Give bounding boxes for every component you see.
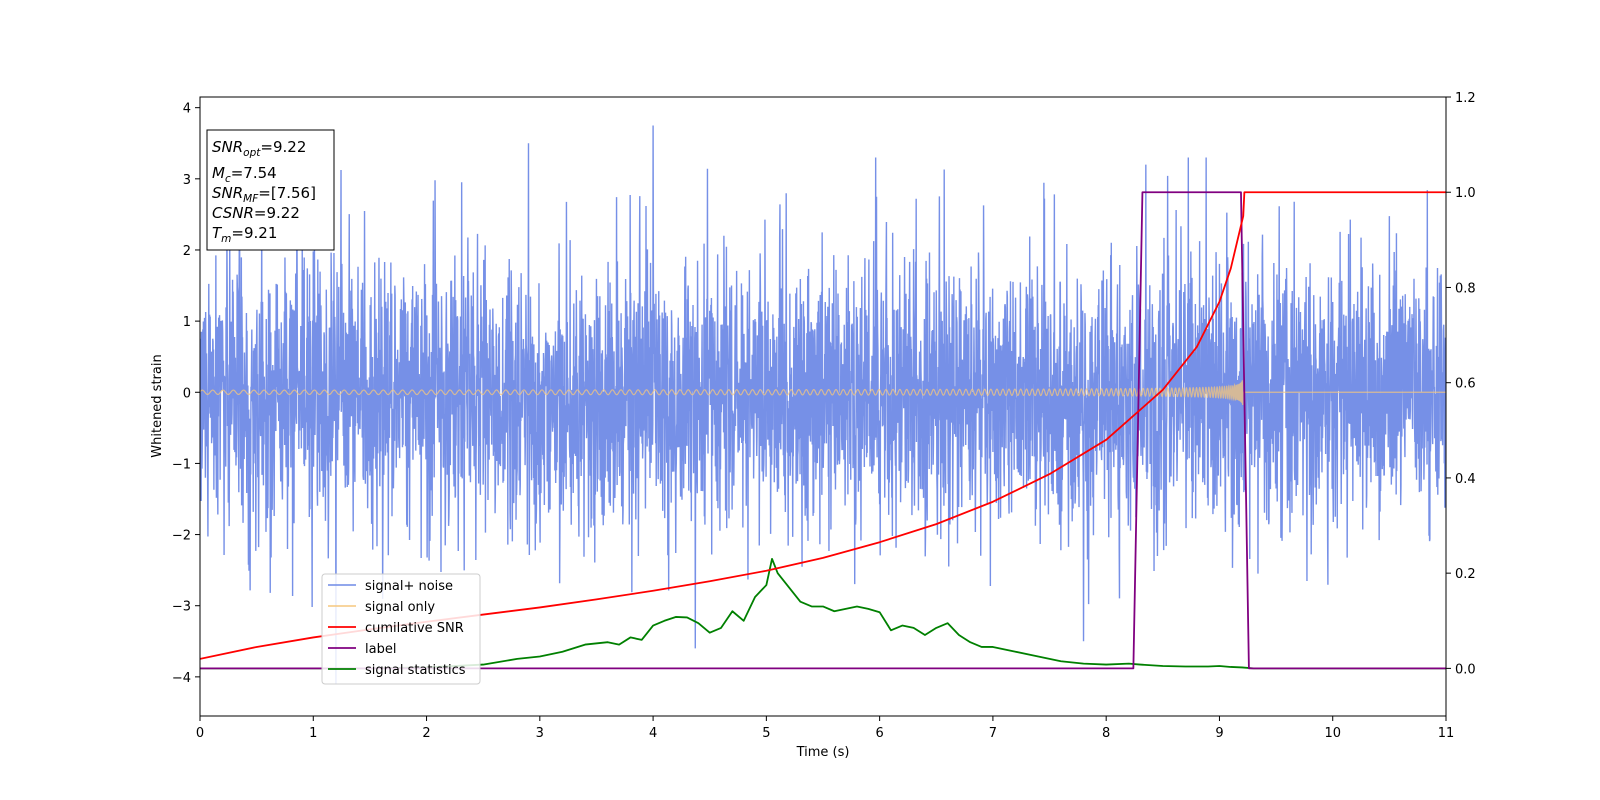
x-tick-label: 11	[1438, 726, 1455, 741]
y-left-tick-label: 1	[183, 315, 191, 330]
y-left-tick-label: 3	[183, 173, 191, 188]
plot-frame	[199, 96, 1447, 717]
legend-item-cumilative-snr: cumilative SNR	[328, 621, 464, 636]
y-axis-label: Whitened strain	[150, 354, 165, 457]
y-right-tick-label: 0.2	[1455, 567, 1476, 582]
legend: signal+ noise signal only cumilative SNR…	[321, 573, 481, 685]
legend-item-signal-only: signal only	[328, 600, 435, 615]
svg-text:signal+ noise: signal+ noise	[365, 579, 453, 594]
x-tick-label: 4	[649, 726, 657, 741]
x-tick-label: 8	[1102, 726, 1110, 741]
x-tick-label: 5	[762, 726, 770, 741]
series-layer	[200, 125, 1446, 684]
x-tick-label: 0	[196, 726, 204, 741]
legend-item-signal-statistics: signal statistics	[328, 663, 466, 678]
x-tick-label: 7	[989, 726, 997, 741]
y-right-tick-label: 0.8	[1455, 281, 1476, 296]
y-right-tick-label: 1.0	[1455, 186, 1476, 201]
x-tick-label: 2	[422, 726, 430, 741]
svg-text:cumilative SNR: cumilative SNR	[365, 621, 464, 636]
x-tick-label: 1	[309, 726, 317, 741]
series-label	[200, 191, 1446, 670]
info-csnr: CSNR=9.22	[212, 204, 300, 222]
y-left-tick-label: −3	[172, 600, 191, 615]
info-mc: Mc=7.54	[212, 164, 277, 185]
y-left-tick-label: −4	[172, 671, 191, 686]
y-right-tick-label: 0.4	[1455, 472, 1476, 487]
svg-text:label: label	[365, 642, 396, 657]
x-axis-label: Time (s)	[796, 745, 850, 760]
x-tick-label: 9	[1215, 726, 1223, 741]
info-box: SNRopt=9.22 Mc=7.54 SNRMF=[7.56] CSNR=9.…	[206, 129, 335, 251]
legend-item-signal-noise: signal+ noise	[328, 579, 453, 594]
svg-text:signal only: signal only	[365, 600, 435, 615]
y-left-tick-label: −1	[172, 457, 191, 472]
y-right-tick-label: 0.0	[1455, 662, 1476, 677]
y-right-tick-label: 0.6	[1455, 377, 1476, 392]
svg-text:signal statistics: signal statistics	[365, 663, 466, 678]
x-tick-label: 6	[875, 726, 883, 741]
info-tm: Tm=9.21	[212, 224, 277, 245]
y-left-tick-label: 2	[183, 244, 191, 259]
info-snr-opt: SNRopt=9.22	[212, 138, 306, 159]
y-axis-left: 4 3 2 1 0 −1 −2 −3 −4	[172, 102, 200, 686]
x-tick-label: 10	[1324, 726, 1341, 741]
x-tick-label: 3	[536, 726, 544, 741]
series-signal-only	[200, 380, 1446, 405]
legend-item-label: label	[328, 642, 396, 657]
y-left-tick-label: 0	[183, 386, 191, 401]
y-left-tick-label: 4	[183, 102, 191, 117]
x-axis: 0 1 2 3 4 5 6 7 8 9 10 11	[196, 716, 1454, 741]
y-left-tick-label: −2	[172, 529, 191, 544]
series-signal-noise	[200, 125, 1446, 684]
y-axis-right: 1.2 1.0 0.8 0.6 0.4 0.2 0.0	[1446, 91, 1476, 677]
info-snr-mf: SNRMF=[7.56]	[212, 184, 316, 205]
y-right-tick-label: 1.2	[1455, 91, 1476, 106]
series-signal-statistics	[200, 557, 1446, 670]
